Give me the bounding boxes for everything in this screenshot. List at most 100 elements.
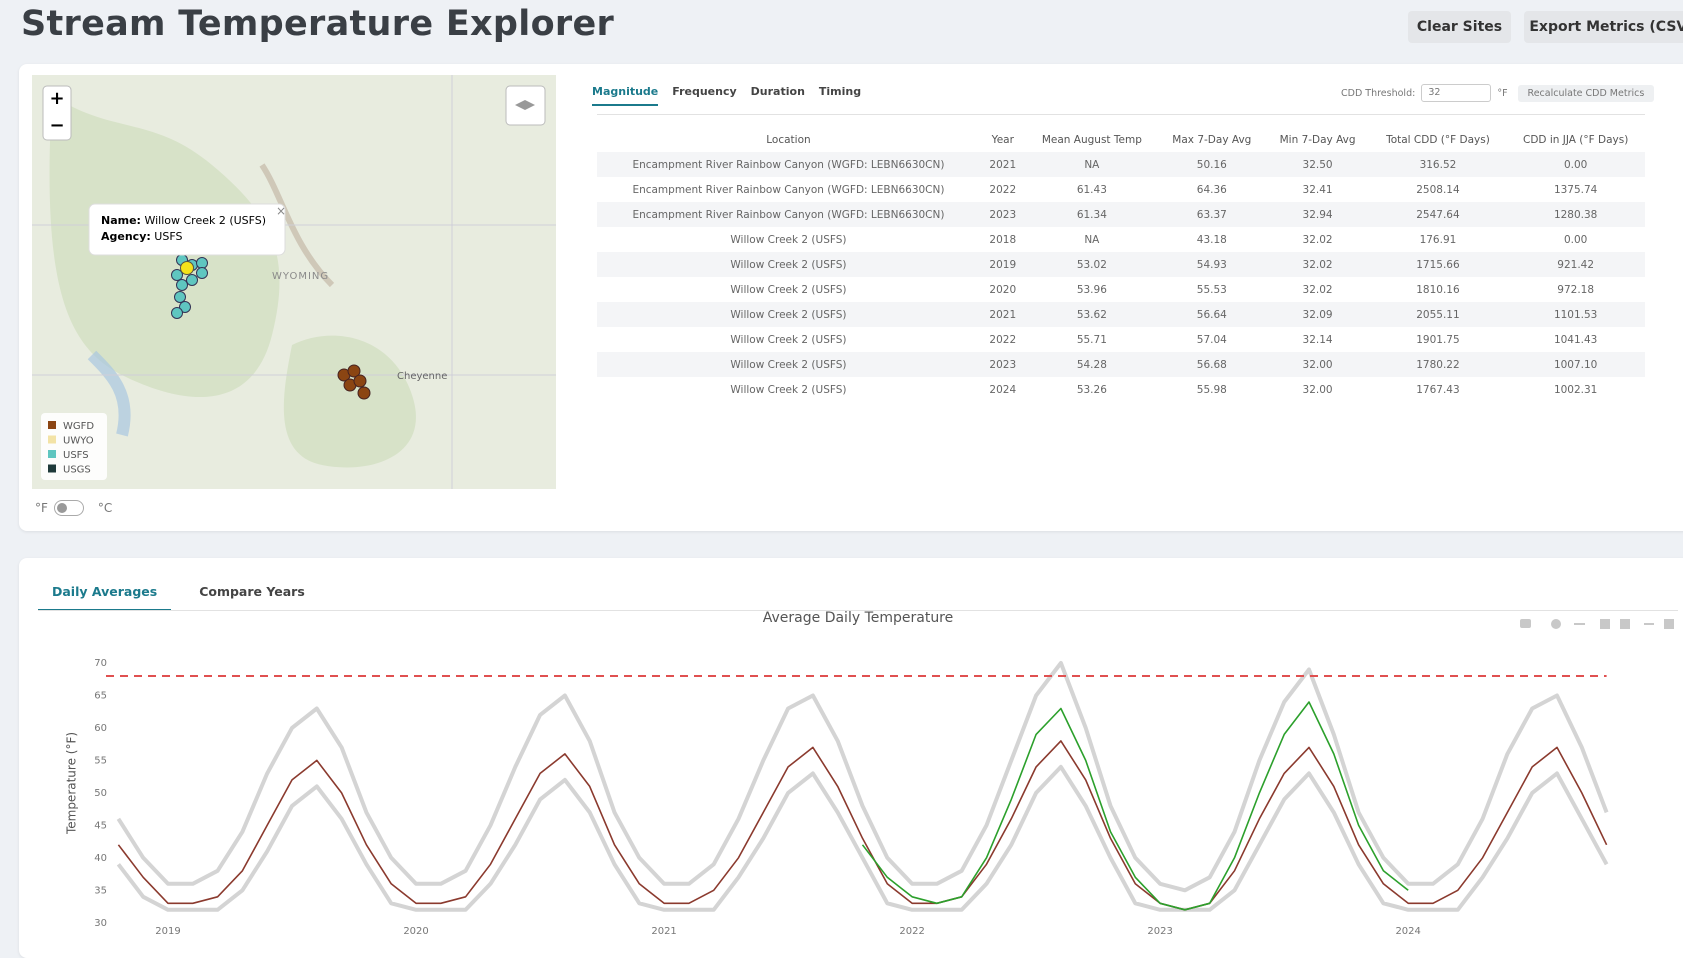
map-label: Cheyenne	[397, 371, 447, 382]
metric-tab[interactable]: Timing	[819, 85, 861, 106]
y-tick-label: 50	[94, 788, 107, 799]
table-cell: 1280.38	[1506, 202, 1645, 227]
threshold-input[interactable]: 32	[1421, 84, 1491, 102]
table-cell: 176.91	[1370, 227, 1507, 252]
export-button[interactable]: Export Metrics (CSV)	[1524, 11, 1683, 43]
table-cell: 1810.16	[1370, 277, 1507, 302]
table-row: Encampment River Rainbow Canyon (WGFD: L…	[597, 202, 1645, 227]
table-cell: 316.52	[1370, 152, 1507, 177]
unit-f: °F	[35, 501, 48, 515]
table-cell: Encampment River Rainbow Canyon (WGFD: L…	[597, 152, 980, 177]
table-cell: 32.94	[1266, 202, 1370, 227]
page: Stream Temperature Explorer Clear Sites …	[0, 0, 1683, 950]
metric-tabs: Magnitude Frequency Duration Timing	[592, 85, 861, 106]
table-cell: Willow Creek 2 (USFS)	[597, 277, 980, 302]
table-cell: 2055.11	[1370, 302, 1507, 327]
table-cell: Willow Creek 2 (USFS)	[597, 377, 980, 402]
site-marker[interactable]	[197, 258, 208, 269]
metric-tab[interactable]: Magnitude	[592, 85, 658, 106]
table-cell: 972.18	[1506, 277, 1645, 302]
table-cell: 2019	[980, 252, 1026, 277]
toggle-switch[interactable]	[54, 500, 84, 516]
popup-agency-label: Agency:	[101, 230, 151, 243]
zoom-out[interactable]: −	[49, 115, 64, 136]
popup-close[interactable]: ×	[276, 204, 286, 218]
column-header: Mean August Temp	[1026, 128, 1158, 152]
zoom-in[interactable]: +	[49, 88, 64, 109]
site-marker[interactable]	[197, 268, 208, 279]
table-cell: 0.00	[1506, 152, 1645, 177]
site-marker[interactable]	[175, 292, 186, 303]
table-cell: 2508.14	[1370, 177, 1507, 202]
site-marker[interactable]	[172, 308, 183, 319]
table-header-row: LocationYearMean August TempMax 7-Day Av…	[597, 128, 1645, 152]
unit-toggle[interactable]: °F °C	[35, 500, 112, 516]
y-tick-label: 30	[94, 918, 107, 929]
table-cell: NA	[1026, 227, 1158, 252]
table-cell: 56.64	[1158, 302, 1266, 327]
table-cell: 53.62	[1026, 302, 1158, 327]
table-cell: 55.71	[1026, 327, 1158, 352]
x-tick-label: 2021	[651, 926, 676, 937]
chart: Average Daily Temperature Temperature (°…	[0, 600, 1683, 950]
table-cell: 32.02	[1266, 277, 1370, 302]
legend-swatch	[48, 465, 56, 473]
recalculate-button[interactable]: Recalculate CDD Metrics	[1518, 85, 1655, 102]
y-tick-label: 60	[94, 723, 107, 734]
x-tick-label: 2023	[1147, 926, 1172, 937]
y-tick-label: 35	[94, 885, 107, 896]
table-cell: 2021	[980, 152, 1026, 177]
site-marker[interactable]	[177, 280, 188, 291]
clear-sites-button[interactable]: Clear Sites	[1408, 11, 1511, 43]
table-row: Willow Creek 2 (USFS)202453.2655.9832.00…	[597, 377, 1645, 402]
table-cell: 56.68	[1158, 352, 1266, 377]
table-cell: Willow Creek 2 (USFS)	[597, 352, 980, 377]
table-cell: 32.00	[1266, 352, 1370, 377]
popup-name: Name: Willow Creek 2 (USFS)	[101, 214, 266, 227]
site-marker[interactable]	[358, 387, 370, 399]
y-tick-label: 45	[94, 820, 107, 831]
x-tick-label: 2024	[1395, 926, 1420, 937]
selected-marker[interactable]	[181, 262, 194, 275]
map[interactable]: + − WYOMING Cheyenne × Name: Willow Cree…	[32, 75, 556, 489]
table-cell: 50.16	[1158, 152, 1266, 177]
table-cell: Willow Creek 2 (USFS)	[597, 302, 980, 327]
table-cell: 2018	[980, 227, 1026, 252]
table-cell: 32.00	[1266, 377, 1370, 402]
table-cell: 2022	[980, 327, 1026, 352]
site-marker[interactable]	[187, 275, 198, 286]
legend-swatch	[48, 436, 56, 444]
threshold-control: CDD Threshold: 32 °F Recalculate CDD Met…	[1341, 84, 1654, 102]
legend-label: USFS	[63, 450, 89, 461]
table-row: Encampment River Rainbow Canyon (WGFD: L…	[597, 177, 1645, 202]
y-tick-label: 70	[94, 658, 107, 669]
table-cell: Willow Creek 2 (USFS)	[597, 327, 980, 352]
table-cell: 32.02	[1266, 227, 1370, 252]
table-cell: 43.18	[1158, 227, 1266, 252]
table-cell: NA	[1026, 152, 1158, 177]
table-cell: 55.53	[1158, 277, 1266, 302]
table-cell: Encampment River Rainbow Canyon (WGFD: L…	[597, 177, 980, 202]
x-tick-label: 2019	[155, 926, 180, 937]
modebar[interactable]	[1520, 619, 1674, 629]
column-header: Location	[597, 128, 980, 152]
chart-title: Average Daily Temperature	[763, 610, 954, 626]
threshold-label: CDD Threshold:	[1341, 88, 1415, 99]
table-cell: 1007.10	[1506, 352, 1645, 377]
column-header: CDD in JJA (°F Days)	[1506, 128, 1645, 152]
table-cell: 61.34	[1026, 202, 1158, 227]
map-label: WYOMING	[272, 271, 329, 282]
table-cell: 32.41	[1266, 177, 1370, 202]
metric-tab[interactable]: Frequency	[672, 85, 736, 106]
table-cell: 1715.66	[1370, 252, 1507, 277]
table-cell: 53.02	[1026, 252, 1158, 277]
metric-tab[interactable]: Duration	[751, 85, 805, 106]
unit-c: °C	[98, 501, 112, 515]
table-cell: 2022	[980, 177, 1026, 202]
site-marker[interactable]	[354, 375, 366, 387]
table-cell: 64.36	[1158, 177, 1266, 202]
y-tick-label: 55	[94, 755, 107, 766]
legend-swatch	[48, 450, 56, 458]
table-row: Willow Creek 2 (USFS)201953.0254.9332.02…	[597, 252, 1645, 277]
